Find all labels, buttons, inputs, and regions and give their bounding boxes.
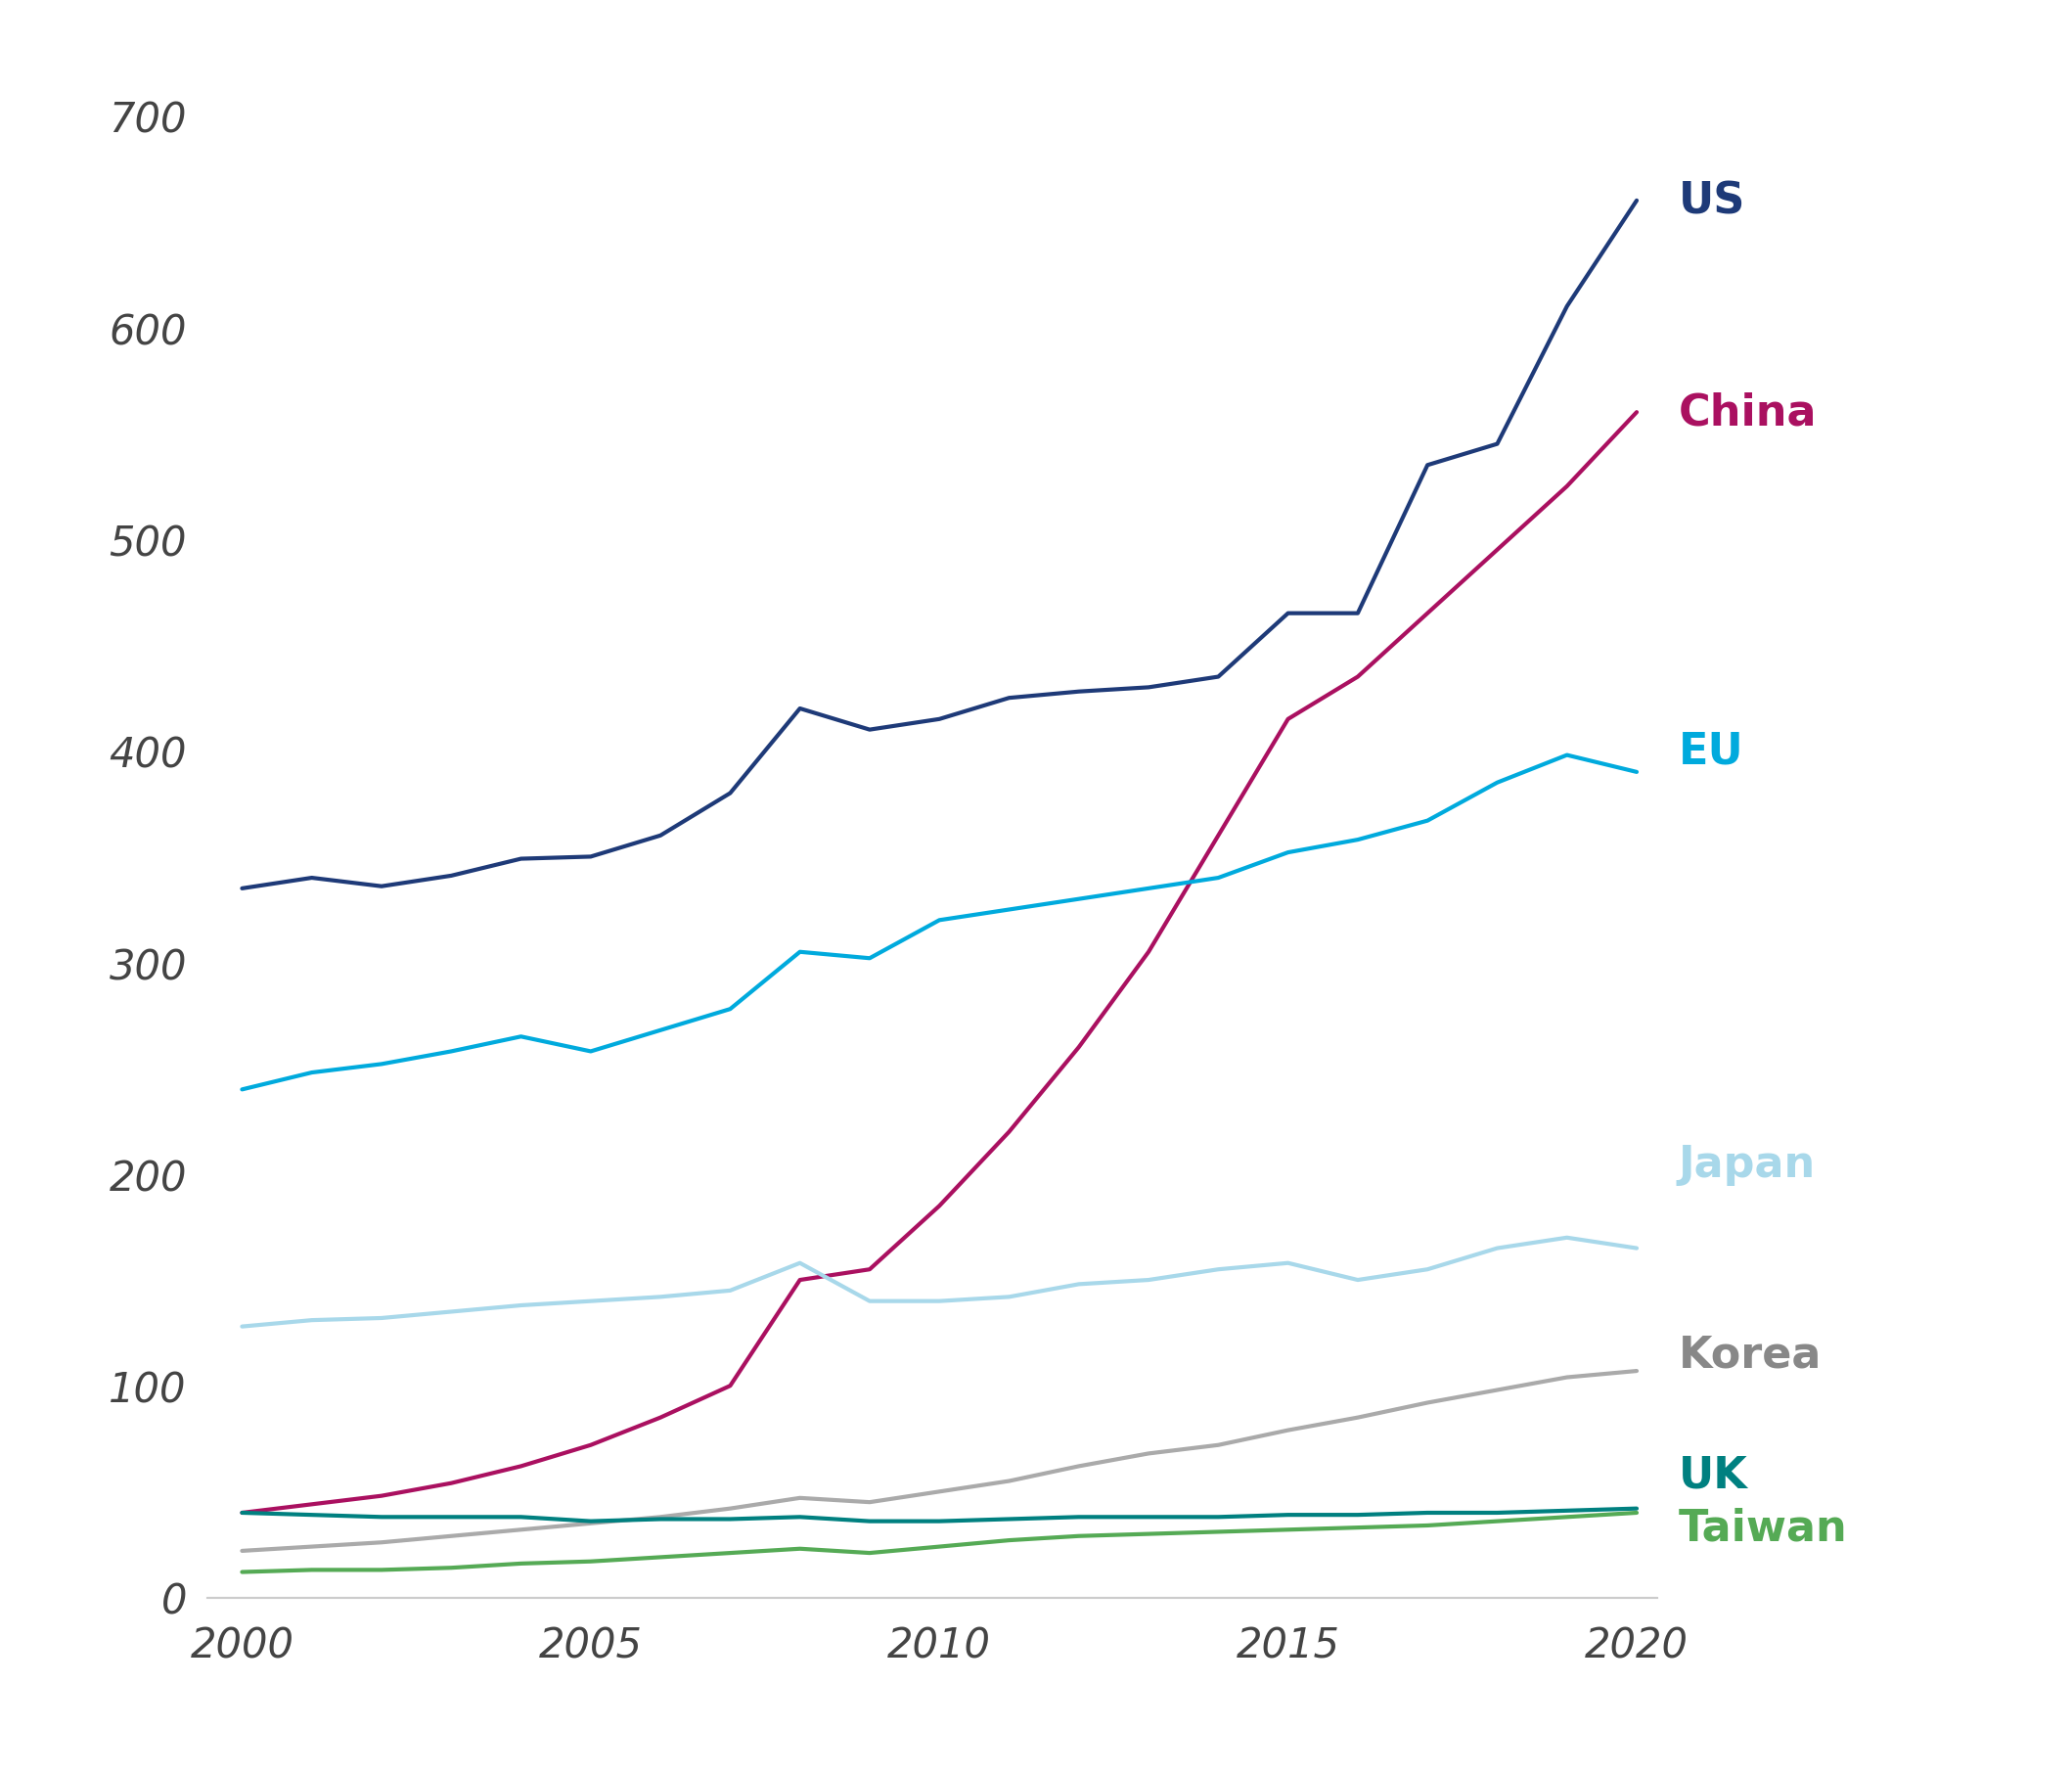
Text: Taiwan: Taiwan bbox=[1678, 1507, 1848, 1550]
Text: US: US bbox=[1678, 181, 1745, 222]
Text: Korea: Korea bbox=[1678, 1333, 1821, 1376]
Text: UK: UK bbox=[1678, 1454, 1749, 1496]
Text: EU: EU bbox=[1678, 730, 1745, 772]
Text: Japan: Japan bbox=[1678, 1143, 1815, 1186]
Text: China: China bbox=[1678, 392, 1817, 433]
